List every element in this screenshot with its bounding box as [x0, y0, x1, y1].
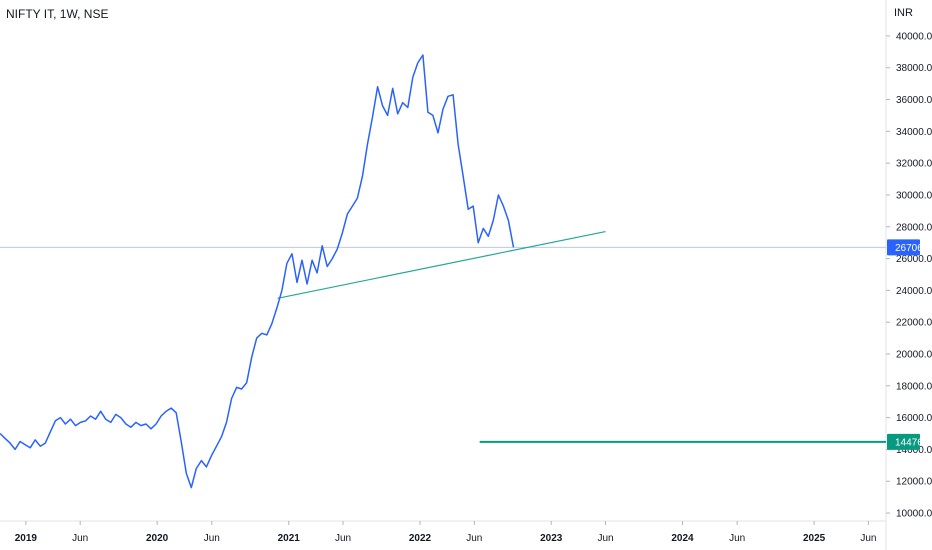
currency-label: INR	[894, 7, 913, 19]
price-series-line	[0, 54, 515, 489]
x-tick-label: 2025	[803, 533, 826, 544]
y-tick-label: 20000.00	[896, 350, 932, 361]
y-tick-label: 38000.00	[896, 63, 932, 74]
x-tick-label: 2020	[146, 533, 169, 544]
y-tick-label: 40000.00	[896, 31, 932, 42]
x-tick-label: Jun	[72, 533, 88, 544]
x-tick-label: Jun	[466, 533, 482, 544]
y-tick-label: 12000.00	[896, 477, 932, 488]
last-price-tag-label: 26706.45	[895, 243, 932, 254]
y-tick-label: 26000.00	[896, 254, 932, 265]
y-tick-label: 22000.00	[896, 318, 932, 329]
x-tick-label: Jun	[335, 533, 351, 544]
chart-title: NIFTY IT, 1W, NSE	[6, 7, 109, 21]
x-tick-label: 2019	[15, 533, 38, 544]
price-tag-layer: 26706.45 14476.00	[887, 239, 932, 450]
x-tick-label: 2021	[278, 533, 301, 544]
series-layer	[0, 54, 515, 489]
y-tick-label: 34000.00	[896, 127, 932, 138]
x-tick-label: 2022	[409, 533, 432, 544]
x-tick-label: Jun	[204, 533, 220, 544]
y-tick-label: 36000.00	[896, 95, 932, 106]
y-tick-label: 10000.00	[896, 509, 932, 520]
x-tick-label: 2023	[540, 533, 563, 544]
last-price-tag	[887, 239, 920, 256]
annotation-layer	[0, 230, 886, 443]
trendline	[277, 230, 606, 299]
x-tick-label: 2024	[671, 533, 694, 544]
y-tick-label: 16000.00	[896, 413, 932, 424]
x-tick-label: Jun	[860, 533, 876, 544]
x-tick-label: Jun	[597, 533, 613, 544]
y-tick-label: 24000.00	[896, 286, 932, 297]
y-tick-label: 32000.00	[896, 159, 932, 170]
x-tick-label: Jun	[729, 533, 745, 544]
y-tick-label: 14000.00	[896, 445, 932, 456]
y-tick-label: 28000.00	[896, 222, 932, 233]
support-price-tag	[887, 433, 920, 450]
y-tick-label: 18000.00	[896, 381, 932, 392]
y-tick-label: 30000.00	[896, 190, 932, 201]
support-price-tag-label: 14476.00	[895, 437, 932, 448]
